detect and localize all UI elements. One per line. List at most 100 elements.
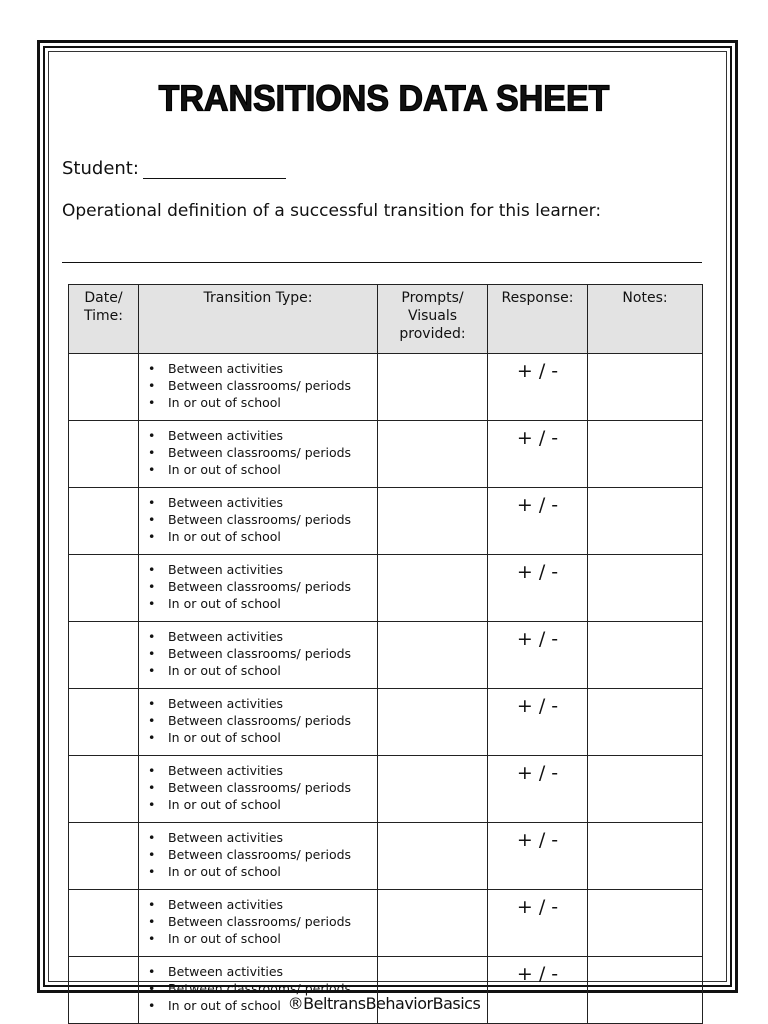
transition-option[interactable]: Between classrooms/ periods bbox=[148, 645, 377, 662]
transition-type-cell[interactable]: Between activitiesBetween classrooms/ pe… bbox=[138, 554, 378, 622]
transition-option[interactable]: Between classrooms/ periods bbox=[148, 846, 377, 863]
transition-option[interactable]: Between classrooms/ periods bbox=[148, 712, 377, 729]
prompts-visuals-cell[interactable] bbox=[377, 621, 488, 689]
notes-cell[interactable] bbox=[587, 621, 703, 689]
transition-options-list: Between activitiesBetween classrooms/ pe… bbox=[139, 488, 377, 545]
notes-cell[interactable] bbox=[587, 889, 703, 957]
student-blank-line[interactable] bbox=[142, 160, 286, 179]
transition-option[interactable]: Between activities bbox=[148, 628, 377, 645]
transition-option[interactable]: In or out of school bbox=[148, 796, 377, 813]
transition-option[interactable]: Between activities bbox=[148, 494, 377, 511]
prompts-visuals-cell[interactable] bbox=[377, 353, 488, 421]
notes-cell[interactable] bbox=[587, 822, 703, 890]
response-marker: + / - bbox=[516, 762, 559, 784]
transition-type-cell[interactable]: Between activitiesBetween classrooms/ pe… bbox=[138, 353, 378, 421]
date-time-cell[interactable] bbox=[68, 889, 139, 957]
transition-option[interactable]: In or out of school bbox=[148, 863, 377, 880]
transition-option[interactable]: In or out of school bbox=[148, 662, 377, 679]
date-time-cell[interactable] bbox=[68, 621, 139, 689]
response-cell[interactable]: + / - bbox=[487, 420, 588, 488]
response-marker: + / - bbox=[516, 628, 559, 650]
date-time-cell[interactable] bbox=[68, 554, 139, 622]
transition-option[interactable]: In or out of school bbox=[148, 394, 377, 411]
transition-option[interactable]: In or out of school bbox=[148, 930, 377, 947]
prompts-visuals-cell[interactable] bbox=[377, 956, 488, 1024]
notes-cell[interactable] bbox=[587, 688, 703, 756]
transition-options-list: Between activitiesBetween classrooms/ pe… bbox=[139, 823, 377, 880]
transition-type-cell[interactable]: Between activitiesBetween classrooms/ pe… bbox=[138, 621, 378, 689]
table-row: Between activitiesBetween classrooms/ pe… bbox=[68, 487, 703, 555]
transition-type-cell[interactable]: Between activitiesBetween classrooms/ pe… bbox=[138, 889, 378, 957]
prompts-visuals-cell[interactable] bbox=[377, 755, 488, 823]
notes-cell[interactable] bbox=[587, 755, 703, 823]
date-time-cell[interactable] bbox=[68, 420, 139, 488]
transition-type-cell[interactable]: Between activitiesBetween classrooms/ pe… bbox=[138, 688, 378, 756]
table-row: Between activitiesBetween classrooms/ pe… bbox=[68, 822, 703, 890]
prompts-visuals-cell[interactable] bbox=[377, 889, 488, 957]
notes-cell[interactable] bbox=[587, 487, 703, 555]
response-cell[interactable]: + / - bbox=[487, 822, 588, 890]
prompts-visuals-cell[interactable] bbox=[377, 487, 488, 555]
transition-option[interactable]: Between classrooms/ periods bbox=[148, 511, 377, 528]
transition-option[interactable]: Between classrooms/ periods bbox=[148, 779, 377, 796]
transition-option[interactable]: Between classrooms/ periods bbox=[148, 444, 377, 461]
transition-options-list: Between activitiesBetween classrooms/ pe… bbox=[139, 689, 377, 746]
prompts-visuals-cell[interactable] bbox=[377, 688, 488, 756]
transition-option[interactable]: Between classrooms/ periods bbox=[148, 913, 377, 930]
transition-option[interactable]: Between activities bbox=[148, 561, 377, 578]
response-cell[interactable]: + / - bbox=[487, 889, 588, 957]
header-notes: Notes: bbox=[587, 284, 703, 354]
response-marker: + / - bbox=[516, 494, 559, 516]
date-time-cell[interactable] bbox=[68, 822, 139, 890]
transition-type-cell[interactable]: Between activitiesBetween classrooms/ pe… bbox=[138, 487, 378, 555]
notes-cell[interactable] bbox=[587, 353, 703, 421]
transition-option[interactable]: Between classrooms/ periods bbox=[148, 377, 377, 394]
transition-type-cell[interactable]: Between activitiesBetween classrooms/ pe… bbox=[138, 956, 378, 1024]
data-table: Date/ Time: Transition Type: Prompts/ Vi… bbox=[68, 284, 703, 1024]
student-field[interactable]: Student: bbox=[62, 158, 286, 179]
transition-option[interactable]: In or out of school bbox=[148, 461, 377, 478]
transition-option[interactable]: Between classrooms/ periods bbox=[148, 980, 377, 997]
transition-option[interactable]: In or out of school bbox=[148, 997, 377, 1014]
response-cell[interactable]: + / - bbox=[487, 755, 588, 823]
transition-type-cell[interactable]: Between activitiesBetween classrooms/ pe… bbox=[138, 420, 378, 488]
transition-option[interactable]: Between activities bbox=[148, 427, 377, 444]
transition-option[interactable]: Between activities bbox=[148, 896, 377, 913]
prompts-visuals-cell[interactable] bbox=[377, 822, 488, 890]
table-row: Between activitiesBetween classrooms/ pe… bbox=[68, 755, 703, 823]
transition-option[interactable]: In or out of school bbox=[148, 729, 377, 746]
notes-cell[interactable] bbox=[587, 420, 703, 488]
date-time-cell[interactable] bbox=[68, 688, 139, 756]
response-marker: + / - bbox=[516, 963, 559, 985]
transition-option[interactable]: Between activities bbox=[148, 963, 377, 980]
date-time-cell[interactable] bbox=[68, 487, 139, 555]
transition-type-cell[interactable]: Between activitiesBetween classrooms/ pe… bbox=[138, 755, 378, 823]
response-cell[interactable]: + / - bbox=[487, 956, 588, 1024]
response-cell[interactable]: + / - bbox=[487, 688, 588, 756]
response-cell[interactable]: + / - bbox=[487, 487, 588, 555]
transition-type-cell[interactable]: Between activitiesBetween classrooms/ pe… bbox=[138, 822, 378, 890]
date-time-cell[interactable] bbox=[68, 755, 139, 823]
notes-cell[interactable] bbox=[587, 956, 703, 1024]
prompts-visuals-cell[interactable] bbox=[377, 554, 488, 622]
date-time-cell[interactable] bbox=[68, 353, 139, 421]
prompts-visuals-cell[interactable] bbox=[377, 420, 488, 488]
transition-options-list: Between activitiesBetween classrooms/ pe… bbox=[139, 890, 377, 947]
notes-cell[interactable] bbox=[587, 554, 703, 622]
transition-options-list: Between activitiesBetween classrooms/ pe… bbox=[139, 354, 377, 411]
response-cell[interactable]: + / - bbox=[487, 353, 588, 421]
page-title: TRANSITIONS DATA SHEET bbox=[158, 78, 610, 119]
transition-options-list: Between activitiesBetween classrooms/ pe… bbox=[139, 421, 377, 478]
response-cell[interactable]: + / - bbox=[487, 621, 588, 689]
transition-option[interactable]: Between classrooms/ periods bbox=[148, 578, 377, 595]
transition-option[interactable]: Between activities bbox=[148, 695, 377, 712]
transition-option[interactable]: Between activities bbox=[148, 829, 377, 846]
transition-option[interactable]: In or out of school bbox=[148, 595, 377, 612]
transition-option[interactable]: Between activities bbox=[148, 360, 377, 377]
student-label: Student: bbox=[62, 158, 139, 179]
operational-definition-line[interactable] bbox=[62, 262, 702, 263]
response-cell[interactable]: + / - bbox=[487, 554, 588, 622]
transition-option[interactable]: Between activities bbox=[148, 762, 377, 779]
date-time-cell[interactable] bbox=[68, 956, 139, 1024]
transition-option[interactable]: In or out of school bbox=[148, 528, 377, 545]
